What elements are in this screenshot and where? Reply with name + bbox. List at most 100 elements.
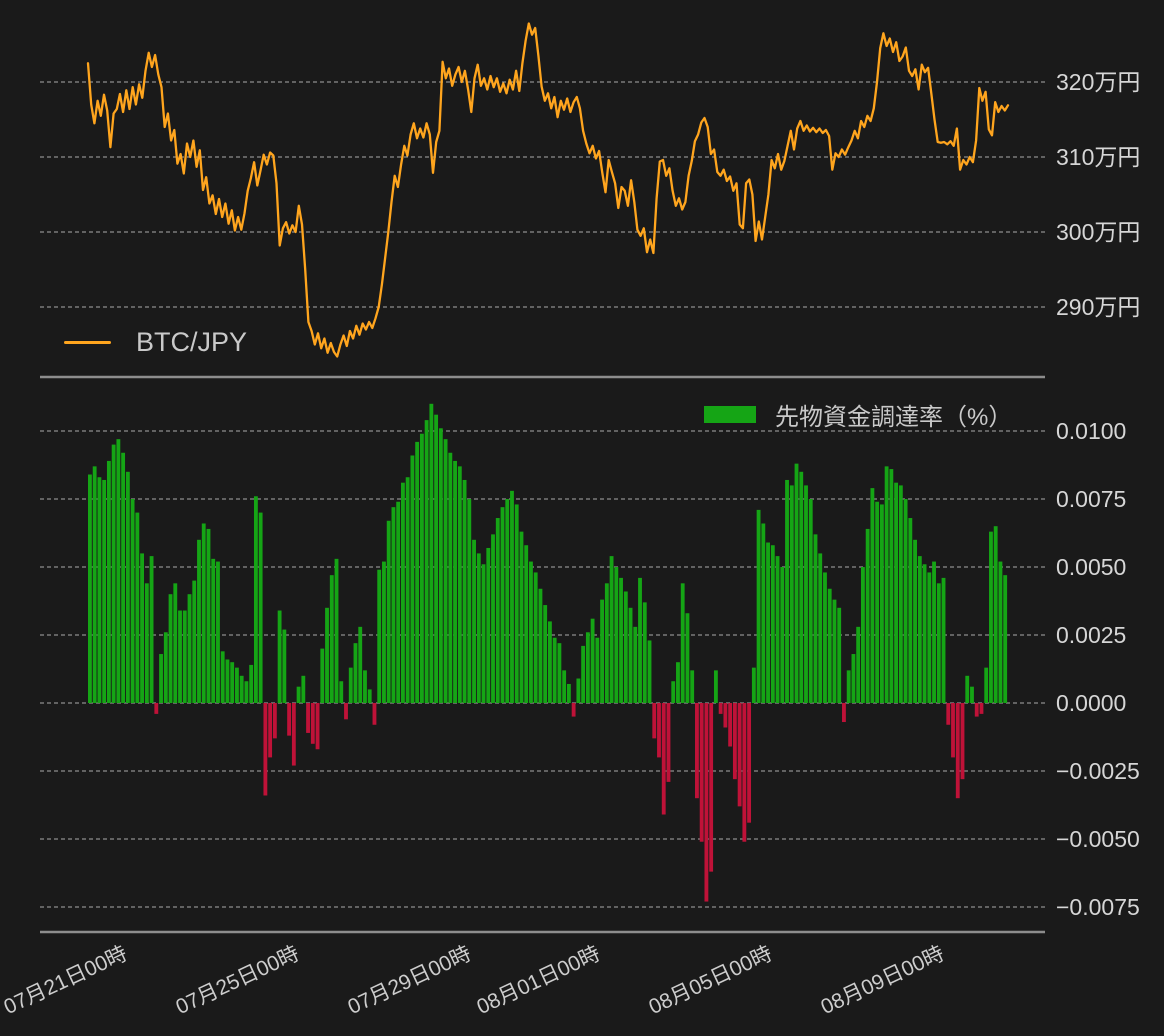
funding-bar [244, 681, 249, 703]
funding-bar [699, 703, 704, 842]
funding-bar [348, 667, 353, 703]
funding-bar [548, 621, 552, 703]
funding-bar [851, 654, 856, 703]
funding-bar [970, 686, 974, 703]
funding-bar [201, 523, 206, 703]
funding-bar [344, 703, 348, 720]
y-tick-label: 320万円 [1056, 69, 1141, 95]
funding-bar [197, 539, 201, 703]
funding-bar [310, 703, 315, 744]
funding-bar [495, 518, 500, 703]
funding-bar [301, 675, 306, 703]
funding-bar [434, 414, 439, 703]
funding-bar [742, 703, 747, 842]
funding-bar [472, 539, 476, 703]
funding-bar [780, 567, 785, 703]
funding-bar [747, 703, 752, 823]
funding-bar [875, 501, 880, 703]
funding-bar [989, 531, 993, 703]
funding-bar [794, 463, 799, 703]
funding-bar [936, 583, 941, 703]
funding-bar [372, 703, 377, 725]
funding-bar [960, 703, 965, 780]
funding-bar [818, 553, 823, 703]
y-tick-label: 300万円 [1056, 219, 1141, 245]
funding-bar [766, 542, 770, 703]
funding-bar [400, 482, 405, 703]
funding-bar [443, 439, 448, 703]
y-tick-label: 0.0075 [1056, 486, 1127, 512]
funding-bar [585, 632, 590, 703]
funding-bar [97, 477, 102, 703]
funding-bar [552, 637, 557, 703]
funding-bar [462, 479, 467, 703]
funding-bar [837, 607, 842, 703]
funding-bar [438, 428, 443, 703]
funding-bar [804, 485, 808, 703]
funding-bar [424, 420, 429, 703]
funding-bar [140, 553, 144, 703]
funding-bar [562, 670, 567, 703]
funding-bar [614, 567, 619, 703]
funding-bar [941, 577, 946, 703]
funding-bar [685, 613, 690, 703]
funding-bar [467, 499, 472, 703]
btcjpy-legend-label: BTC/JPY [136, 327, 248, 357]
funding-bar [182, 610, 187, 703]
funding-bar [737, 703, 742, 807]
funding-bar [647, 640, 652, 703]
funding-bar [225, 659, 230, 703]
funding-bar [353, 643, 358, 703]
funding-bar [913, 539, 917, 703]
funding-bar [106, 460, 111, 703]
funding-bar [287, 703, 292, 736]
funding-bar [827, 588, 832, 703]
funding-bar [785, 479, 789, 703]
funding-bar [927, 572, 932, 703]
funding-bar [419, 433, 424, 703]
funding-bar [457, 466, 462, 703]
funding-bar [130, 499, 135, 703]
funding-bar [633, 626, 638, 703]
funding-bar [272, 703, 277, 739]
funding-bar [856, 626, 861, 703]
funding-bar [111, 444, 116, 703]
funding-bar [713, 670, 718, 703]
funding-bar [600, 599, 604, 703]
funding-bar [590, 618, 595, 703]
funding-bar [159, 654, 163, 703]
funding-rate-legend-label: 先物資金調達率（%） [775, 404, 1013, 431]
funding-bar [894, 482, 899, 703]
funding-bar [932, 561, 936, 703]
funding-bar [860, 567, 865, 703]
funding-bar [405, 477, 410, 703]
funding-bar [163, 632, 168, 703]
funding-bar [865, 528, 870, 703]
funding-bar [329, 575, 334, 703]
funding-bar [211, 558, 216, 703]
funding-bar [382, 561, 386, 703]
funding-bar [235, 667, 239, 703]
funding-bar [695, 703, 699, 799]
funding-bar [723, 703, 728, 728]
btcjpy-price-line [86, 22, 1010, 358]
funding-bar [367, 689, 372, 703]
funding-bar [917, 556, 922, 703]
funding-bar [661, 703, 666, 815]
funding-bar [258, 512, 263, 703]
funding-bar [718, 703, 723, 714]
funding-bar [965, 675, 970, 703]
funding-bar [249, 664, 254, 703]
funding-bar [486, 547, 491, 703]
funding-bar [543, 605, 548, 703]
funding-bar [832, 599, 837, 703]
funding-bar [453, 460, 457, 703]
funding-bar [595, 637, 600, 703]
funding-bar [623, 591, 628, 703]
funding-bar [704, 703, 709, 902]
btcjpy-line-swatch [64, 341, 111, 344]
funding-bar [220, 651, 225, 703]
funding-bar [386, 520, 391, 703]
funding-bar [505, 499, 510, 703]
